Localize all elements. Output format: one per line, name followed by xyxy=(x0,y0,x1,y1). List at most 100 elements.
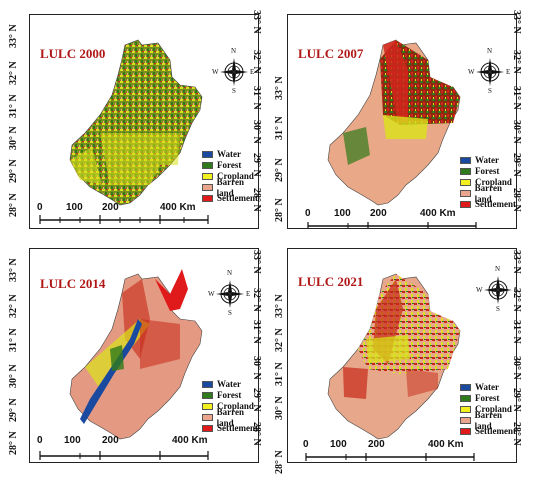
legend-item-settlements: Settlements xyxy=(460,199,516,210)
compass-west-label: W xyxy=(208,290,215,298)
lat-label: 29° N xyxy=(511,153,522,177)
map-panel-2000: LULC 2000 N S W E Water Forest Cropland … xyxy=(29,14,259,229)
compass-south-label: S xyxy=(228,309,232,317)
lat-label: 33° N xyxy=(511,250,522,274)
map-panel-2014: LULC 2014 N S W E Water Forest Cropland … xyxy=(29,248,259,463)
lat-label: 28° N xyxy=(511,188,522,212)
lat-label: 30° N xyxy=(251,120,262,144)
lat-label: 29° N xyxy=(511,388,522,412)
lat-label: 31° N xyxy=(511,320,522,344)
lat-label: 33° N xyxy=(274,294,285,318)
map-title: LULC 2021 xyxy=(298,274,364,289)
lat-label: 32° N xyxy=(274,328,285,352)
lat-label: 31° N xyxy=(274,116,285,140)
legend-item-forest: Forest xyxy=(460,166,516,177)
lat-label: 31° N xyxy=(511,86,522,110)
compass-rose-icon: N S W E xyxy=(468,47,511,95)
compass-rose-icon: N S W E xyxy=(476,265,516,313)
lat-label: 31° N xyxy=(274,362,285,386)
lat-label: 28° N xyxy=(274,198,285,222)
scale-label-0: 0 xyxy=(37,202,43,213)
lat-label: 31° N xyxy=(251,86,262,110)
map-legend: Water Forest Cropland Barren land Settle… xyxy=(202,149,258,204)
legend-item-water: Water xyxy=(202,149,258,160)
lat-label: 30° N xyxy=(251,356,262,380)
scale-label-200: 200 xyxy=(102,435,119,446)
legend-item-water: Water xyxy=(202,379,258,390)
lat-label: 32° N xyxy=(511,50,522,74)
legend-item-water: Water xyxy=(460,382,516,393)
legend-item-water: Water xyxy=(460,155,516,166)
compass-south-label: S xyxy=(232,87,236,95)
map-title: LULC 2007 xyxy=(298,46,364,61)
map-legend: Water Forest Cropland Barren land Settle… xyxy=(202,379,258,434)
scale-label-100: 100 xyxy=(334,208,351,219)
lat-label: 30° N xyxy=(511,120,522,144)
lat-label: 33° N xyxy=(8,258,19,282)
map-region-2007 xyxy=(327,39,461,206)
scale-bar xyxy=(39,451,209,460)
lat-label: 33° N xyxy=(274,76,285,100)
scale-label-400: 400 Km xyxy=(420,208,456,219)
compass-east-label: E xyxy=(506,68,511,76)
map-region-2014 xyxy=(69,269,203,440)
lat-label: 30° N xyxy=(274,396,285,420)
scale-label-400: 400 Km xyxy=(428,439,464,450)
lat-label: 32° N xyxy=(511,288,522,312)
compass-west-label: W xyxy=(212,68,219,76)
scale-label-0: 0 xyxy=(37,435,43,446)
lat-label: 33° N xyxy=(251,10,262,34)
lat-label: 31° N xyxy=(251,320,262,344)
scale-label-400: 400 Km xyxy=(160,202,196,213)
lat-label: 28° N xyxy=(8,431,19,455)
map-region-2000 xyxy=(69,39,203,206)
compass-rose-icon: N S W E xyxy=(212,47,255,95)
map-panel-2021: LULC 2021 N S W E Water Forest Cropland … xyxy=(287,248,517,463)
lat-label: 29° N xyxy=(274,158,285,182)
lat-label: 28° N xyxy=(511,422,522,446)
scale-label-0: 0 xyxy=(303,439,309,450)
legend-item-barren-land: Barren land xyxy=(460,410,516,431)
compass-north-label: N xyxy=(487,47,493,55)
lat-label: 28° N xyxy=(8,193,19,217)
compass-east-label: E xyxy=(250,68,255,76)
scale-label-100: 100 xyxy=(64,435,81,446)
legend-item-settlements: Settlements xyxy=(460,426,516,437)
lat-label: 32° N xyxy=(251,288,262,312)
lat-label: 33° N xyxy=(8,24,19,48)
legend-item-forest: Forest xyxy=(202,160,258,171)
lat-label: 31° N xyxy=(8,94,19,118)
lat-label: 29° N xyxy=(8,159,19,183)
lat-label: 29° N xyxy=(251,153,262,177)
legend-item-cropland: Cropland xyxy=(460,404,516,415)
scale-bar xyxy=(305,453,475,461)
scale-label-0: 0 xyxy=(305,208,311,219)
scale-bar xyxy=(39,215,209,224)
legend-item-cropland: Cropland xyxy=(202,401,258,412)
lat-label: 33° N xyxy=(251,250,262,274)
map-legend: Water Forest Cropland Barren land Settle… xyxy=(460,382,516,437)
legend-item-cropland: Cropland xyxy=(460,177,516,188)
compass-south-label: S xyxy=(488,87,492,95)
map-panel-2007: LULC 2007 N S W E Water Forest Cropland … xyxy=(287,14,517,229)
compass-north-label: N xyxy=(227,269,233,277)
map-legend: Water Forest Cropland Barren land Settle… xyxy=(460,155,516,210)
lat-label: 32° N xyxy=(8,294,19,318)
lat-label: 33° N xyxy=(511,10,522,34)
scale-label-200: 200 xyxy=(102,202,119,213)
legend-item-barren-land: Barren land xyxy=(202,177,258,198)
lat-label: 29° N xyxy=(8,398,19,422)
scale-label-200: 200 xyxy=(370,208,387,219)
lat-label: 32° N xyxy=(251,50,262,74)
compass-east-label: E xyxy=(246,290,251,298)
map-title: LULC 2000 xyxy=(40,46,106,61)
legend-item-settlements: Settlements xyxy=(202,423,258,434)
compass-east-label: E xyxy=(514,286,516,294)
lat-label: 28° N xyxy=(274,450,285,474)
compass-north-label: N xyxy=(495,265,501,273)
map-title: LULC 2014 xyxy=(40,276,106,291)
legend-item-barren-land: Barren land xyxy=(202,407,258,428)
legend-item-cropland: Cropland xyxy=(202,171,258,182)
lat-label: 28° N xyxy=(251,422,262,446)
map-region-2021 xyxy=(327,273,461,440)
